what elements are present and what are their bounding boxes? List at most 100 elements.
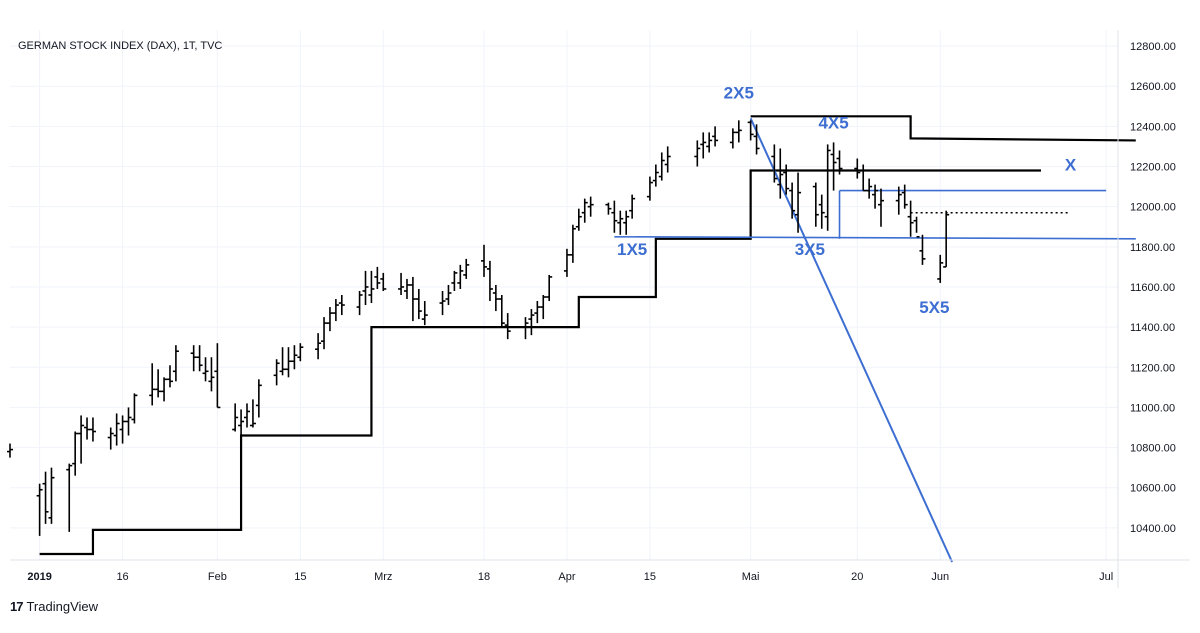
ohlc-bar — [149, 363, 156, 406]
ohlc-bar — [125, 407, 132, 436]
y-tick-label: 12600.00 — [1130, 81, 1176, 93]
wave-label: 3X5 — [795, 240, 825, 259]
ohlc-bar — [486, 260, 493, 302]
ohlc-bar — [528, 309, 535, 336]
x-tick-label: Apr — [558, 571, 575, 583]
ohlc-bar — [913, 216, 920, 238]
x-tick-label: 2019 — [27, 571, 51, 583]
ohlc-bar — [107, 427, 114, 450]
ohlc-bar — [694, 140, 701, 167]
ohlc-bar — [617, 210, 624, 235]
ohlc-bar — [795, 172, 802, 233]
ohlc-bar — [581, 198, 588, 223]
wave-label: 5X5 — [919, 298, 949, 317]
ohlc-bar — [587, 196, 594, 217]
ohlc-bar — [611, 200, 618, 233]
drawings — [39, 115, 1136, 563]
ohlc-bar — [273, 359, 280, 386]
black-step-line — [750, 115, 1136, 142]
tradingview-logo-icon: 17 — [10, 599, 24, 614]
ohlc-bar — [664, 146, 671, 173]
ohlc-bar — [753, 124, 760, 155]
ohlc-bar — [457, 264, 464, 289]
ohlc-bar — [166, 365, 173, 388]
ohlc-bar — [895, 186, 902, 215]
chart-title: GERMAN STOCK INDEX (DAX), 1T, TVC — [18, 40, 222, 52]
ohlc-bar — [706, 132, 713, 153]
ohlc-bar — [771, 144, 778, 183]
y-tick-label: 11400.00 — [1130, 322, 1175, 334]
ohlc-bar — [522, 317, 529, 340]
ohlc-bar — [830, 142, 837, 191]
ohlc-bar — [362, 270, 369, 306]
tradingview-brand: TradingView — [26, 599, 99, 614]
y-tick-label: 12000.00 — [1130, 202, 1176, 214]
ohlc-bar — [658, 152, 665, 181]
ohlc-bar — [700, 132, 707, 159]
ohlc-bar — [380, 272, 387, 291]
ohlc-bar — [747, 120, 754, 141]
ohlc-bar — [315, 333, 322, 360]
ohlc-bar — [338, 295, 345, 316]
ohlc-bar — [824, 144, 831, 231]
ohlc-bar — [36, 483, 43, 536]
x-tick-label: Mrz — [374, 571, 392, 583]
y-tick-label: 11200.00 — [1130, 362, 1175, 374]
ohlc-bar — [89, 417, 96, 442]
ohlc-bar — [492, 284, 499, 312]
ohlc-bar — [937, 254, 944, 283]
ohlc-bar — [498, 295, 505, 328]
ohlc-bar — [481, 244, 488, 277]
ohlc-bar — [789, 182, 796, 219]
y-tick-label: 10400.00 — [1130, 523, 1176, 535]
ohlc-bar — [291, 345, 298, 370]
blue-trendline — [749, 117, 954, 563]
ohlc-bar — [321, 317, 328, 350]
ohlc-bar — [255, 379, 262, 418]
ohlc-bar — [356, 290, 363, 316]
ohlc-bar — [540, 295, 547, 320]
ohlc-bar — [368, 270, 375, 304]
ohlc-bar — [214, 343, 221, 409]
ohlc-bar — [190, 345, 197, 372]
ohlc-bar — [285, 347, 292, 378]
ohlc-bar — [943, 210, 950, 268]
ohlc-bar — [196, 345, 203, 372]
axes: 12800.00 12600.00 12400.00 12200.00 12000.00… — [10, 30, 1190, 588]
ohlc-bar — [812, 182, 819, 227]
tradingview-footer[interactable]: 17 TradingView — [10, 599, 98, 614]
ohlc-bar — [48, 467, 55, 524]
x-tick-label: Jun — [931, 571, 949, 583]
wave-label: 2X5 — [724, 83, 754, 102]
wave-label: 1X5 — [617, 240, 647, 259]
x-tick-label: Mai — [742, 571, 760, 583]
ohlc-bar — [866, 178, 873, 199]
ohlc-bar — [445, 284, 452, 306]
ohlc-bar — [463, 258, 470, 279]
ohlc-bar — [439, 290, 446, 316]
ohlc-bar — [629, 194, 636, 219]
y-tick-label: 12800.00 — [1130, 41, 1176, 53]
x-tick-label: 15 — [294, 571, 306, 583]
ohlc-bar — [901, 184, 908, 209]
ohlc-bar — [297, 343, 304, 362]
ohlc-bar — [249, 399, 256, 428]
y-tick-label: 12400.00 — [1130, 121, 1176, 133]
ohlc-bar — [860, 164, 867, 192]
blue-horizontal-line — [614, 235, 1136, 240]
ohlc-bar — [605, 202, 612, 215]
wave-labels: 2X5 4X5 X 1X5 3X5 5X5 — [617, 83, 1077, 317]
ohlc-bar — [374, 266, 381, 289]
y-tick-label: 10800.00 — [1130, 443, 1176, 455]
ohlc-bar — [131, 393, 138, 424]
ohlc-bar — [398, 272, 405, 295]
y-tick-label: 12200.00 — [1130, 162, 1176, 174]
ohlc-bar — [172, 345, 179, 382]
ohlc-bar — [623, 210, 630, 235]
y-tick-label: 11000.00 — [1130, 402, 1175, 414]
price-bars — [7, 120, 950, 536]
x-tick-label: 20 — [851, 571, 863, 583]
ohlc-bar — [421, 301, 428, 326]
ohlc-bar — [202, 357, 209, 382]
